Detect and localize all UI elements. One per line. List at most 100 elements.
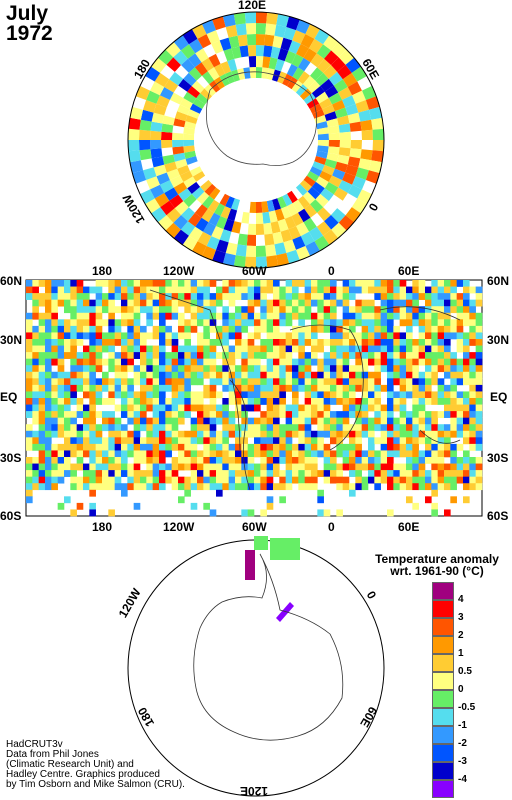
- anomaly-cell: [178, 437, 185, 445]
- anomaly-cell: [64, 299, 71, 307]
- anomaly-cell: [265, 23, 277, 36]
- anomaly-cell: [304, 411, 312, 418]
- anomaly-cell: [266, 398, 274, 405]
- anomaly-cell: [456, 365, 464, 373]
- main-map: [25, 279, 483, 517]
- anomaly-cell: [146, 437, 153, 445]
- anomaly-cell: [311, 457, 318, 464]
- anomaly-cell: [425, 339, 432, 346]
- anomaly-cell: [247, 299, 255, 307]
- anomaly-cell: [108, 365, 115, 373]
- anomaly-cell: [331, 57, 346, 72]
- anomaly-cell: [374, 476, 381, 484]
- left-axis-30n: 30N: [0, 333, 23, 347]
- anomaly-cell: [197, 332, 204, 340]
- anomaly-cell: [309, 166, 323, 177]
- anomaly-cell: [140, 306, 147, 314]
- left-axis-60n: 60N: [0, 274, 23, 288]
- anomaly-cell: [361, 345, 369, 353]
- anomaly-cell: [171, 398, 179, 405]
- anomaly-cell: [108, 457, 115, 464]
- anomaly-cell: [26, 443, 33, 451]
- anomaly-cell: [89, 463, 96, 471]
- right-axis-60n: 60N: [487, 274, 510, 288]
- anomaly-cell: [412, 358, 419, 366]
- anomaly-cell: [161, 140, 173, 149]
- anomaly-cell: [219, 37, 232, 51]
- anomaly-cell: [184, 306, 191, 314]
- anomaly-cell: [469, 299, 476, 307]
- anomaly-cell: [241, 325, 248, 333]
- anomaly-cell: [475, 470, 483, 477]
- anomaly-cell: [76, 463, 84, 471]
- anomaly-cell: [235, 306, 242, 314]
- anomaly-cell: [469, 457, 476, 464]
- anomaly-cell: [222, 306, 229, 314]
- anomaly-cell: [70, 443, 77, 451]
- anomaly-cell: [342, 476, 350, 484]
- anomaly-cell: [76, 424, 84, 432]
- credits-line3: (Climatic Research Unit) and: [6, 759, 134, 770]
- anomaly-cell: [133, 312, 141, 320]
- anomaly-cell: [317, 391, 324, 399]
- anomaly-cell: [241, 358, 248, 366]
- anomaly-cell: [57, 293, 65, 300]
- anomaly-cell: [418, 286, 426, 294]
- anomaly-cell: [209, 509, 217, 517]
- anomaly-cell: [164, 79, 179, 93]
- anomaly-cell: [298, 352, 305, 359]
- anomaly-cell: [323, 430, 331, 438]
- legend-title-line2: wrt. 1961-90 (°C): [390, 564, 484, 578]
- anomaly-cell: [244, 256, 256, 268]
- anomaly-cell: [431, 345, 438, 353]
- anomaly-cell: [152, 358, 160, 366]
- anomaly-cell: [190, 306, 198, 314]
- anomaly-cell: [274, 58, 285, 72]
- anomaly-cell: [209, 463, 217, 471]
- anomaly-cell: [387, 306, 394, 314]
- anomaly-cell: [222, 463, 229, 471]
- anomaly-cell: [64, 411, 71, 418]
- anomaly-cell: [437, 391, 445, 399]
- anomaly-cell: [295, 183, 308, 196]
- anomaly-cell: [89, 502, 96, 510]
- anomaly-cell: [184, 339, 191, 346]
- anomaly-cell: [70, 424, 77, 432]
- anomaly-cell: [146, 286, 153, 294]
- anomaly-cell: [387, 384, 394, 392]
- anomaly-cell: [298, 384, 305, 392]
- anomaly-cell: [368, 417, 375, 425]
- anomaly-cell: [190, 352, 198, 359]
- anomaly-cell: [203, 371, 210, 379]
- anomaly-cell: [194, 204, 208, 218]
- anomaly-cell: [463, 496, 470, 504]
- anomaly-cell: [187, 212, 202, 227]
- anomaly-cell: [292, 404, 299, 412]
- anomaly-cell: [444, 332, 451, 340]
- anomaly-cell: [102, 457, 109, 464]
- anomaly-cell: [190, 325, 198, 333]
- anomaly-cell: [323, 463, 331, 471]
- anomaly-cell: [159, 417, 166, 425]
- anomaly-cell: [64, 306, 71, 314]
- anomaly-cell: [57, 280, 65, 287]
- anomaly-cell: [355, 404, 362, 412]
- anomaly-cell: [463, 483, 470, 491]
- anomaly-cell: [26, 411, 33, 418]
- anomaly-cell: [32, 437, 39, 445]
- anomaly-cell: [272, 231, 284, 245]
- anomaly-cell: [127, 286, 134, 294]
- anomaly-cell: [285, 378, 293, 386]
- anomaly-cell: [231, 221, 242, 234]
- anomaly-cell: [437, 463, 445, 471]
- anomaly-cell: [266, 378, 274, 386]
- anomaly-cell: [173, 229, 189, 245]
- anomaly-cell: [387, 443, 394, 451]
- anomaly-cell: [247, 319, 255, 327]
- anomaly-cell: [273, 325, 280, 333]
- anomaly-cell: [133, 325, 141, 333]
- anomaly-cell: [241, 352, 248, 359]
- anomaly-cell: [412, 286, 419, 294]
- anomaly-cell: [83, 437, 90, 445]
- anomaly-cell: [203, 319, 210, 327]
